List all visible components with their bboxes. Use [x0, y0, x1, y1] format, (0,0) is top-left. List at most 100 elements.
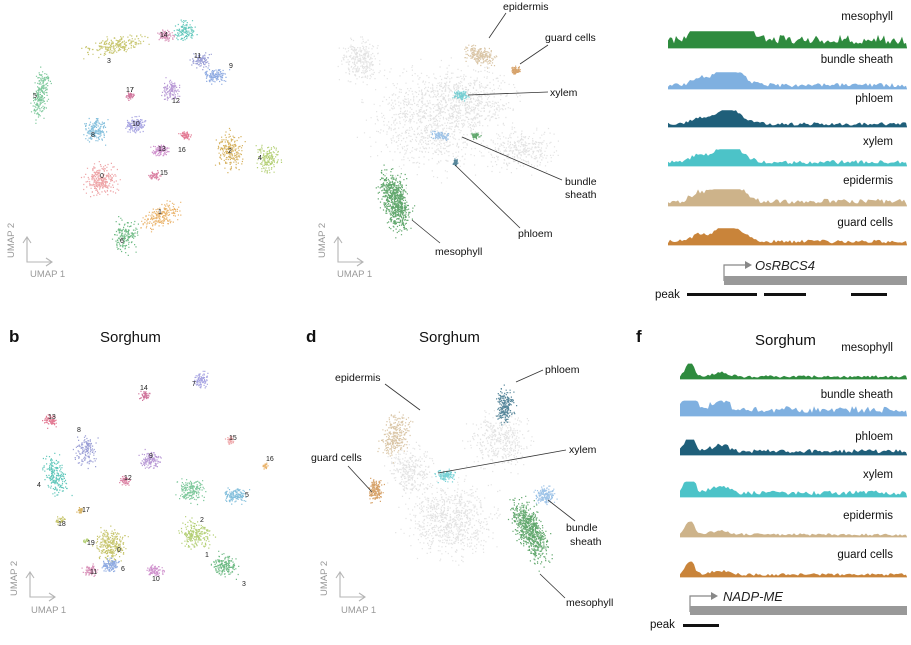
cluster-label: 17: [126, 87, 134, 94]
cluster-b-18: [55, 516, 66, 526]
background-cells-points: [395, 475, 501, 566]
gene-name-bottom: NADP-ME: [723, 589, 783, 604]
cluster-a-16-points: [178, 131, 192, 141]
coverage-track-bottom-phloem: [680, 439, 907, 455]
cluster-label: 6: [121, 566, 125, 573]
cluster-b-1: [178, 516, 217, 550]
background-cells: [384, 441, 435, 497]
label-epidermis-top: epidermis: [503, 1, 549, 13]
bundle-sheath-cells-points: [533, 485, 558, 506]
cluster-label: 17: [82, 507, 90, 514]
x-axis-label-a: UMAP 1: [30, 269, 65, 280]
cluster-a-14-points: [157, 29, 175, 42]
xylem-cells: [434, 468, 456, 484]
mesophyll-cells-points: [507, 495, 553, 572]
cluster-label: 5: [33, 93, 37, 100]
mesophyll-cells-points: [375, 164, 416, 239]
cluster-a-7-points: [173, 19, 198, 41]
label-bundle-sheath-bottom-2: sheath: [570, 536, 602, 548]
background-cells-points: [479, 126, 559, 176]
cluster-b-6-points: [101, 557, 120, 573]
coverage-track-top-phloem: [668, 110, 907, 127]
cluster-label: 4: [37, 482, 41, 489]
cluster-b-15-points: [224, 436, 235, 445]
bundle-sheath-cells-points: [430, 130, 450, 141]
cluster-label: 11: [90, 569, 97, 576]
cluster-label: 18: [58, 521, 66, 528]
cluster-b-17-points: [76, 507, 85, 514]
cluster-a-7: [173, 19, 198, 41]
coverage-track-bottom-mesophyll: [680, 363, 907, 379]
cluster-a-10-points: [125, 115, 147, 134]
label-bundle-sheath-top-2: sheath: [565, 189, 597, 201]
track-label-bottom-mesophyll: mesophyll: [841, 342, 893, 354]
cluster-label: 3: [107, 58, 111, 65]
track-label-bottom-bundle_sheath: bundle sheath: [821, 389, 893, 401]
cluster-b-0: [92, 525, 129, 565]
track-label-bottom-guard_cells: guard cells: [837, 549, 893, 561]
cluster-b-4-points: [42, 452, 73, 497]
cluster-b-9-points: [138, 448, 162, 469]
cluster-a-12-points: [161, 77, 181, 103]
cluster-label: 10: [152, 576, 160, 583]
cluster-label: 2: [228, 148, 232, 155]
track-label-top-phloem: phloem: [855, 93, 893, 105]
phloem-cells: [452, 158, 459, 167]
y-axis-label-d: UMAP 2: [319, 561, 330, 596]
cluster-label: 2: [200, 517, 204, 524]
x-axis-label-d: UMAP 1: [341, 605, 376, 616]
cluster-label: 1: [205, 552, 209, 559]
track-label-top-mesophyll: mesophyll: [841, 11, 893, 23]
cluster-b-2: [175, 478, 207, 506]
gene-name-top: OsRBCS4: [755, 258, 815, 273]
umap-axes-d: UMAP 1 UMAP 2: [319, 561, 376, 616]
xylem-cells-points: [452, 90, 470, 102]
cluster-label: 9: [149, 453, 153, 460]
peak-label-top: peak: [655, 289, 680, 301]
cluster-a-3-points: [81, 34, 150, 60]
track-label-top-epidermis: epidermis: [843, 175, 893, 187]
guard-cells: [511, 65, 521, 75]
umap-axes-b: UMAP 1 UMAP 2: [9, 561, 66, 616]
cluster-b-6: [101, 557, 120, 573]
cluster-a-10: [125, 115, 147, 134]
cluster-label: 12: [172, 98, 180, 105]
guard-cells: [368, 477, 385, 504]
cluster-b-13: [42, 414, 57, 429]
guard-cells-points: [368, 477, 385, 504]
cluster-label: 7: [192, 381, 196, 388]
coverage-track-top-xylem: [668, 149, 907, 166]
peak-bar: [683, 624, 719, 627]
cluster-b-13-points: [42, 414, 57, 429]
background-cells: [479, 126, 559, 176]
cluster-label: 9: [229, 63, 233, 70]
cluster-a-9: [204, 67, 231, 85]
cluster-a-2-points: [214, 127, 246, 174]
cluster-b-11: [81, 563, 99, 577]
background-cells-points: [462, 408, 535, 475]
label-mesophyll-top: mesophyll: [435, 246, 482, 258]
cluster-a-6: [111, 216, 139, 256]
bundle-sheath-cells: [533, 485, 558, 506]
background-cells: [356, 57, 497, 189]
cluster-label: 11: [194, 53, 201, 60]
label-epidermis-bottom: epidermis: [335, 372, 381, 384]
cluster-b-3-points: [210, 550, 240, 580]
coverage-track-bottom-xylem: [680, 481, 907, 497]
track-label-top-xylem: xylem: [863, 136, 893, 148]
cluster-a-8-points: [83, 117, 109, 146]
coverage-track-bottom-epidermis: [680, 521, 907, 537]
peak-label-bottom: peak: [650, 619, 675, 631]
cluster-label: 8: [77, 427, 81, 434]
cluster-a-13-points: [150, 144, 170, 157]
coverage-track-top-bundle_sheath: [668, 72, 907, 89]
track-label-top-guard_cells: guard cells: [837, 217, 893, 229]
mesophyll-cells: [471, 132, 482, 140]
epidermis-cells: [377, 411, 414, 464]
mesophyll-cells: [375, 164, 416, 239]
label-guard-cells-bottom: guard cells: [311, 452, 362, 464]
label-guard-cells-top: guard cells: [545, 32, 596, 44]
cluster-label: 8: [91, 132, 95, 139]
